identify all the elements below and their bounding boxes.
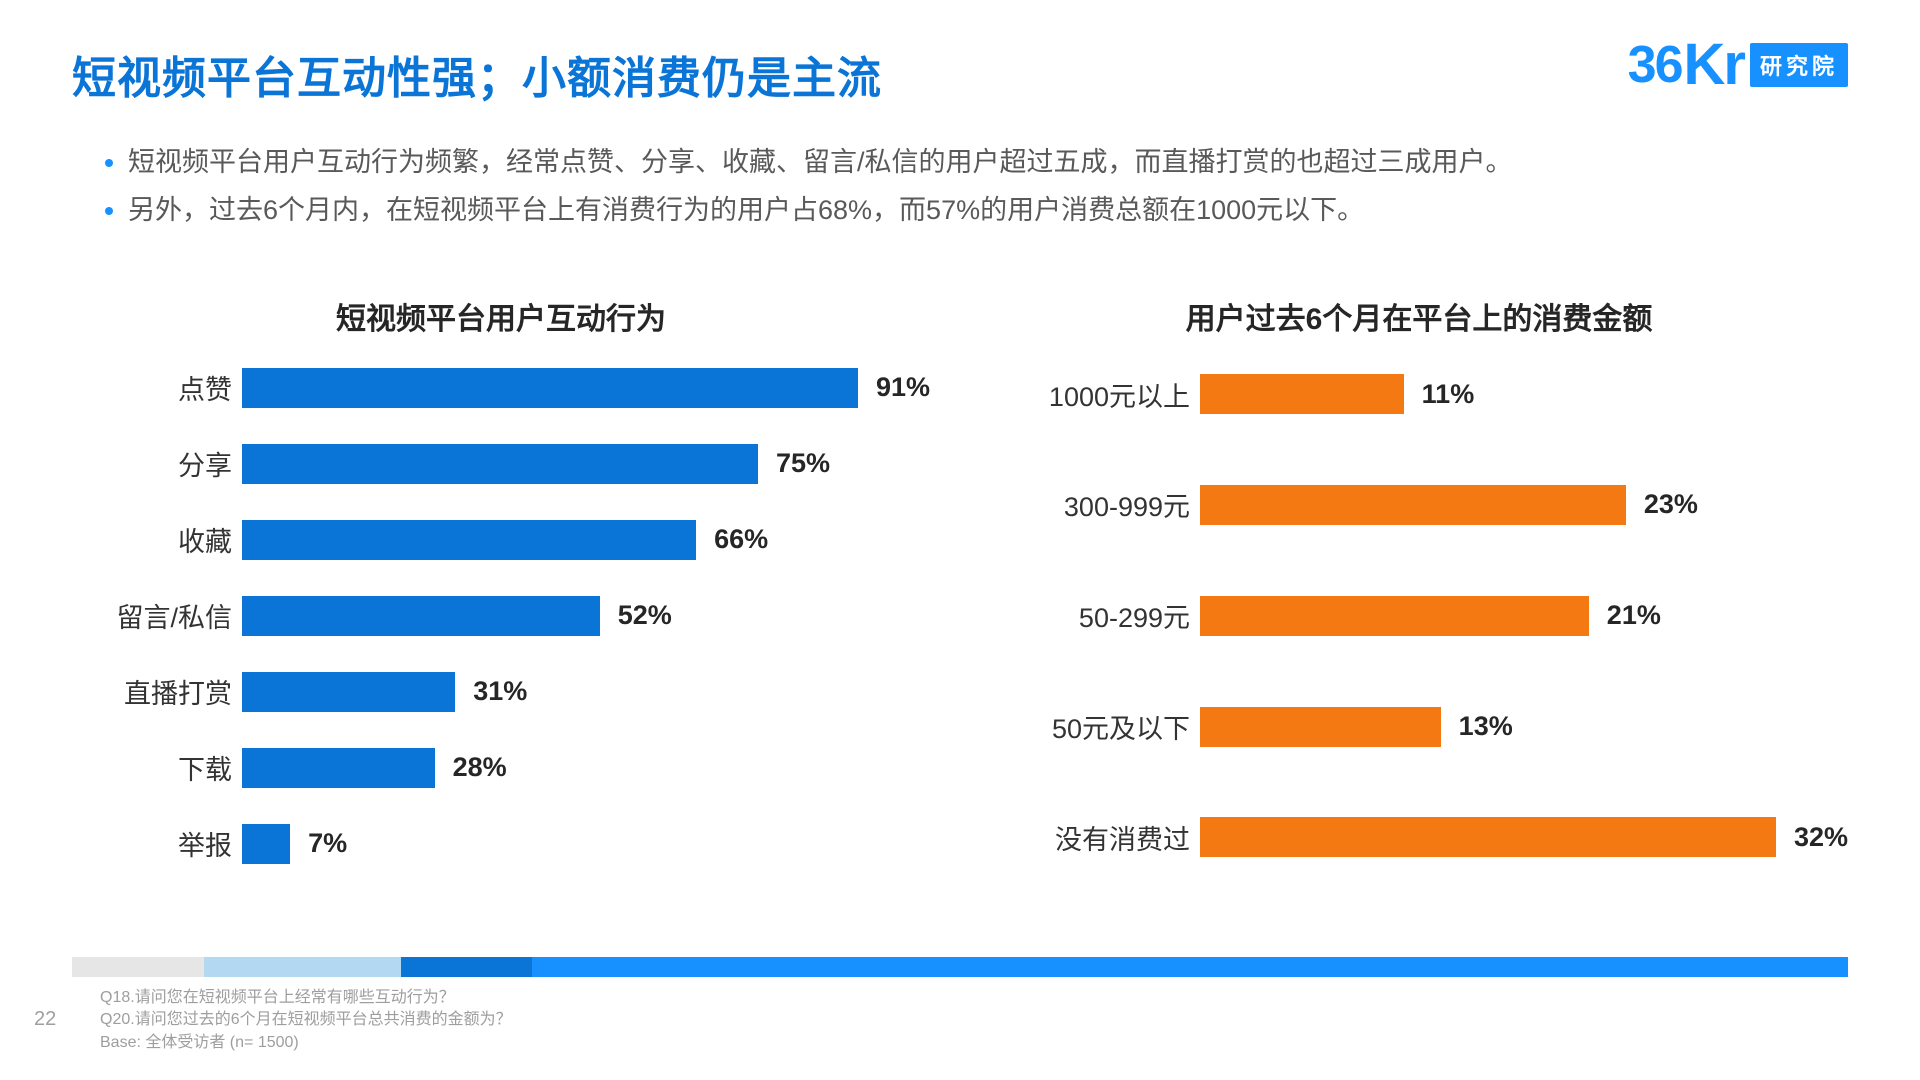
bar-label: 收藏 bbox=[72, 520, 242, 559]
band-segment bbox=[401, 957, 533, 977]
bar-row: 50元及以下 13% bbox=[990, 703, 1848, 751]
bar-value: 7% bbox=[308, 828, 347, 859]
bar-track: 23% bbox=[1200, 485, 1848, 525]
footer-band bbox=[72, 957, 1848, 977]
bullet-list: 短视频平台用户互动行为频繁，经常点赞、分享、收藏、留言/私信的用户超过五成，而直… bbox=[88, 140, 1848, 234]
chart-right-title: 用户过去6个月在平台上的消费金额 bbox=[990, 294, 1848, 338]
bar-label: 300-999元 bbox=[990, 485, 1200, 524]
bar-value: 66% bbox=[714, 524, 768, 555]
chart-right-body: 1000元以上 11% 300-999元 23% 50-299元 21% 50元及以下 13%… bbox=[990, 364, 1848, 868]
footnote-q20: Q20.请问您过去的6个月在短视频平台总共消费的金额为？ bbox=[100, 1009, 1848, 1031]
chart-left-body: 点赞 91% 分享 75% 收藏 66% 留言/私信 52% 直播打赏 31% 下载 28% 举报 7% bbox=[72, 364, 930, 868]
bar-label: 点赞 bbox=[72, 368, 242, 407]
bar-value: 13% bbox=[1459, 711, 1513, 742]
footnote-q18: Q18.请问您在短视频平台上经常有哪些互动行为？ bbox=[100, 987, 1848, 1009]
bar-value: 11% bbox=[1422, 379, 1475, 410]
bar-row: 没有消费过 32% bbox=[990, 813, 1848, 861]
bar-track: 91% bbox=[242, 368, 930, 408]
band-segment bbox=[72, 957, 204, 977]
bar-value: 23% bbox=[1644, 489, 1698, 520]
bar-label: 分享 bbox=[72, 444, 242, 483]
bullet-item: 另外，过去6个月内，在短视频平台上有消费行为的用户占68%，而57%的用户消费总… bbox=[128, 188, 1848, 234]
bar-track: 28% bbox=[242, 748, 930, 788]
band-segment bbox=[532, 957, 1848, 977]
logo-kr: Kr bbox=[1684, 36, 1744, 94]
bar-label: 没有消费过 bbox=[990, 818, 1200, 857]
bar-row: 点赞 91% bbox=[72, 364, 930, 412]
slide-root: 短视频平台互动性强；小额消费仍是主流 36 Kr 研究院 短视频平台用户互动行为… bbox=[0, 0, 1920, 1080]
bar-row: 1000元以上 11% bbox=[990, 370, 1848, 418]
bar-fill bbox=[242, 596, 600, 636]
header-row: 短视频平台互动性强；小额消费仍是主流 36 Kr 研究院 bbox=[72, 36, 1848, 106]
bar-row: 留言/私信 52% bbox=[72, 592, 930, 640]
footer: 22 Q18.请问您在短视频平台上经常有哪些互动行为？ Q20.请问您过去的6个… bbox=[72, 957, 1848, 1054]
footer-notes: 22 Q18.请问您在短视频平台上经常有哪些互动行为？ Q20.请问您过去的6个… bbox=[72, 987, 1848, 1054]
bar-value: 91% bbox=[876, 372, 930, 403]
bar-value: 75% bbox=[776, 448, 830, 479]
bar-value: 32% bbox=[1794, 822, 1848, 853]
bar-label: 下载 bbox=[72, 748, 242, 787]
bar-row: 50-299元 21% bbox=[990, 592, 1848, 640]
page-number: 22 bbox=[34, 1005, 56, 1033]
bar-fill bbox=[242, 672, 455, 712]
bar-row: 直播打赏 31% bbox=[72, 668, 930, 716]
bar-label: 50元及以下 bbox=[990, 707, 1200, 746]
bar-fill bbox=[242, 824, 290, 864]
bar-track: 66% bbox=[242, 520, 930, 560]
charts-row: 短视频平台用户互动行为 点赞 91% 分享 75% 收藏 66% 留言/私信 52% 直播打赏 3… bbox=[72, 294, 1848, 868]
bar-track: 75% bbox=[242, 444, 930, 484]
bar-value: 31% bbox=[473, 676, 527, 707]
logo-cn-badge: 研究院 bbox=[1750, 43, 1848, 87]
bar-label: 直播打赏 bbox=[72, 672, 242, 711]
page-title: 短视频平台互动性强；小额消费仍是主流 bbox=[72, 42, 882, 106]
bar-label: 留言/私信 bbox=[72, 596, 242, 635]
bar-track: 32% bbox=[1200, 817, 1848, 857]
chart-left: 短视频平台用户互动行为 点赞 91% 分享 75% 收藏 66% 留言/私信 52% 直播打赏 3… bbox=[72, 294, 930, 868]
bar-row: 举报 7% bbox=[72, 820, 930, 868]
band-segment bbox=[204, 957, 401, 977]
bar-track: 7% bbox=[242, 824, 930, 864]
bar-value: 52% bbox=[618, 600, 672, 631]
bar-fill bbox=[242, 520, 696, 560]
footnote-base: Base: 全体受访者 (n= 1500) bbox=[100, 1032, 1848, 1054]
bar-value: 28% bbox=[453, 752, 507, 783]
bar-row: 收藏 66% bbox=[72, 516, 930, 564]
bar-row: 分享 75% bbox=[72, 440, 930, 488]
logo-36: 36 bbox=[1628, 39, 1682, 91]
bar-value: 21% bbox=[1607, 600, 1661, 631]
brand-logo: 36 Kr 研究院 bbox=[1628, 36, 1848, 94]
chart-right: 用户过去6个月在平台上的消费金额 1000元以上 11% 300-999元 23% 50… bbox=[990, 294, 1848, 868]
bullet-item: 短视频平台用户互动行为频繁，经常点赞、分享、收藏、留言/私信的用户超过五成，而直… bbox=[128, 140, 1848, 186]
bar-fill bbox=[242, 444, 758, 484]
bar-track: 13% bbox=[1200, 707, 1848, 747]
bar-label: 50-299元 bbox=[990, 596, 1200, 635]
bar-fill bbox=[1200, 374, 1404, 414]
bar-track: 11% bbox=[1200, 374, 1848, 414]
bar-fill bbox=[242, 748, 435, 788]
bar-track: 52% bbox=[242, 596, 930, 636]
bar-track: 21% bbox=[1200, 596, 1848, 636]
bar-fill bbox=[1200, 817, 1776, 857]
bar-fill bbox=[1200, 707, 1441, 747]
bar-track: 31% bbox=[242, 672, 930, 712]
chart-left-title: 短视频平台用户互动行为 bbox=[72, 294, 930, 338]
bar-row: 下载 28% bbox=[72, 744, 930, 792]
bar-row: 300-999元 23% bbox=[990, 481, 1848, 529]
bar-label: 举报 bbox=[72, 824, 242, 863]
bar-fill bbox=[242, 368, 858, 408]
bar-fill bbox=[1200, 485, 1626, 525]
bar-fill bbox=[1200, 596, 1589, 636]
bar-label: 1000元以上 bbox=[990, 375, 1200, 414]
